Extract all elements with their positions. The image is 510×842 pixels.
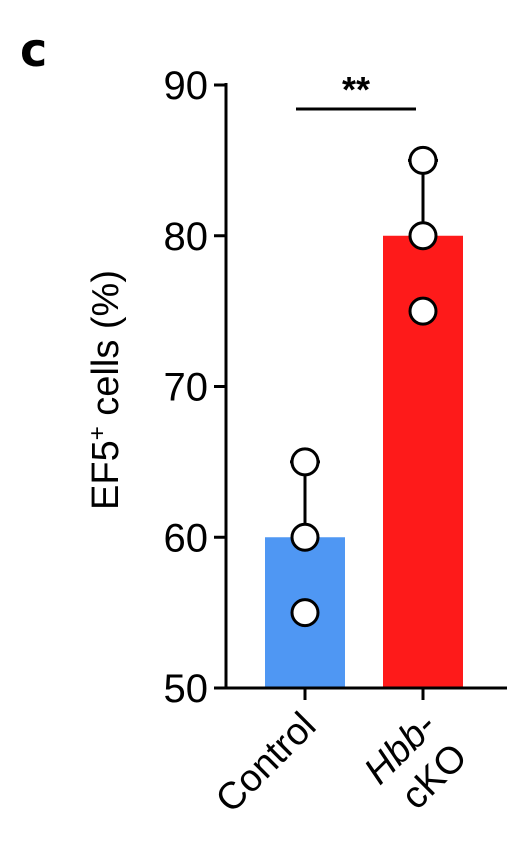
y-tick-label: 80 [164,215,209,259]
data-point [408,145,438,175]
data-point [408,296,438,326]
data-point [290,447,320,477]
significance-group: ** [296,69,416,111]
y-axis-label: EF5+ cells (%) [84,270,128,510]
panel-label: c [20,23,47,77]
y-tick-label: 50 [164,667,209,711]
y-tick-label: 60 [164,516,209,560]
y-ticks-group: 50 60 70 80 90 [164,64,226,711]
significance-label: ** [342,69,370,110]
data-point [290,598,320,628]
x-category-label: Control [208,705,324,821]
x-categories-group: Control Hbb-cKO [208,705,475,824]
y-tick-label: 70 [164,366,209,410]
y-tick-label: 90 [164,64,209,108]
data-points-group [290,145,438,628]
x-category-label: Hbb-cKO [356,705,475,824]
data-point [290,522,320,552]
data-point [408,221,438,251]
